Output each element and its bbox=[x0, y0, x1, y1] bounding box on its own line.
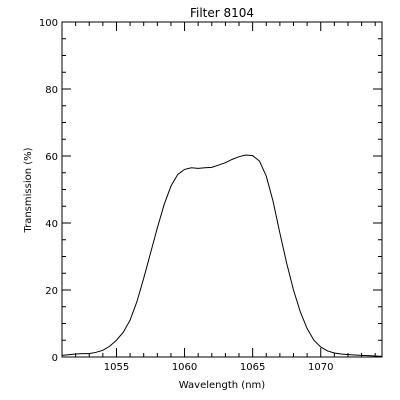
y-tick-label: 100 bbox=[39, 18, 58, 29]
x-axis-label: Wavelength (nm) bbox=[179, 380, 265, 391]
y-tick-label: 0 bbox=[52, 353, 58, 364]
y-tick-label: 40 bbox=[45, 219, 58, 230]
y-tick-label: 80 bbox=[45, 85, 58, 96]
x-tick-label: 1065 bbox=[240, 362, 265, 373]
plot-frame bbox=[61, 21, 383, 358]
chart-title: Filter 8104 bbox=[190, 6, 254, 20]
y-tick-label: 60 bbox=[45, 152, 58, 163]
tick-labels: 1055 1060 1065 1070 0 20 40 60 80 100 bbox=[39, 18, 334, 373]
x-tick-label: 1070 bbox=[308, 362, 333, 373]
y-axis-label: Transmission (%) bbox=[23, 147, 34, 233]
y-tick-label: 20 bbox=[45, 286, 58, 297]
x-tick-label: 1055 bbox=[104, 362, 129, 373]
axis-ticks bbox=[61, 21, 382, 358]
transmission-curve bbox=[61, 154, 383, 357]
x-tick-label: 1060 bbox=[172, 362, 197, 373]
